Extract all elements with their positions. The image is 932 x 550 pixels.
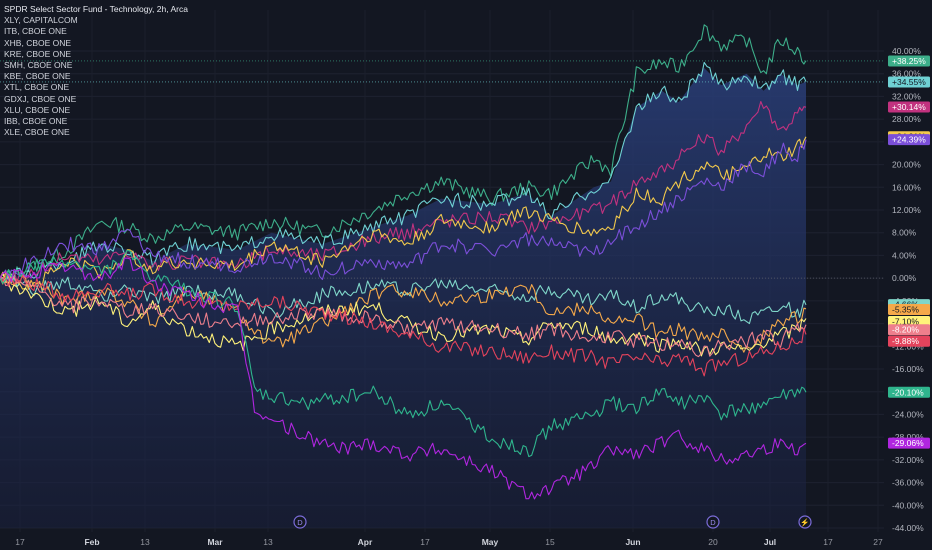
x-tick-label: Mar bbox=[207, 537, 223, 547]
x-tick-label: May bbox=[482, 537, 499, 547]
y-tick-label: -16.00% bbox=[892, 364, 924, 374]
chart-title: SPDR Select Sector Fund - Technology, 2h… bbox=[4, 4, 188, 14]
series-line bbox=[0, 100, 807, 283]
y-tick-label: -32.00% bbox=[892, 455, 924, 465]
legend-item[interactable]: KRE, CBOE ONE bbox=[4, 48, 72, 59]
last-value-label: -7.10% bbox=[892, 316, 919, 326]
legend-item[interactable]: XLE, CBOE ONE bbox=[4, 127, 70, 138]
last-value-label: +34.55% bbox=[892, 77, 926, 87]
last-value-label: -9.88% bbox=[892, 336, 919, 346]
y-tick-label: 36.00% bbox=[892, 69, 921, 79]
last-value-badge bbox=[888, 386, 930, 398]
x-tick-label: Jul bbox=[764, 537, 776, 547]
last-value-badge bbox=[888, 437, 930, 449]
legend-item[interactable]: IBB, CBOE ONE bbox=[4, 116, 68, 127]
series-line bbox=[0, 249, 807, 458]
event-marker-label: D bbox=[710, 518, 716, 527]
event-marker[interactable]: D bbox=[293, 515, 307, 529]
last-value-label: -8.20% bbox=[892, 325, 919, 335]
x-tick-label: Apr bbox=[358, 537, 373, 547]
y-tick-label: 16.00% bbox=[892, 182, 921, 192]
x-tick-label: Jun bbox=[625, 537, 640, 547]
x-tick-label: 15 bbox=[545, 537, 555, 547]
last-value-badge bbox=[888, 335, 930, 347]
legend-item[interactable]: XTL, CBOE ONE bbox=[4, 82, 70, 93]
last-value-label: +30.14% bbox=[892, 102, 926, 112]
last-value-badge bbox=[888, 76, 930, 88]
y-tick-label: 12.00% bbox=[892, 205, 921, 215]
last-value-label: +24.39% bbox=[892, 135, 926, 145]
event-marker-label: D bbox=[297, 518, 303, 527]
y-axis-panel bbox=[884, 0, 932, 550]
x-tick-label: Feb bbox=[84, 537, 99, 547]
last-value-label: -5.35% bbox=[892, 305, 919, 315]
y-tick-label: 40.00% bbox=[892, 46, 921, 56]
series-line bbox=[0, 257, 807, 500]
event-marker[interactable]: ⚡ bbox=[798, 515, 812, 529]
y-tick-label: -44.00% bbox=[892, 523, 924, 533]
legend-item[interactable]: XLU, CBOE ONE bbox=[4, 104, 71, 115]
y-tick-label: 8.00% bbox=[892, 228, 917, 238]
legend-item[interactable]: ITB, CBOE ONE bbox=[4, 26, 67, 37]
last-value-badge bbox=[888, 55, 930, 67]
x-tick-label: 17 bbox=[823, 537, 833, 547]
y-tick-label: -28.00% bbox=[892, 432, 924, 442]
legend-item[interactable]: GDXJ, CBOE ONE bbox=[4, 93, 77, 104]
last-value-label: +38.25% bbox=[892, 56, 926, 66]
legend-items: XLY, CAPITALCOM ITB, CBOE ONE XHB, CBOE ON… bbox=[4, 15, 188, 138]
y-tick-label: 0.00% bbox=[892, 273, 917, 283]
event-marker[interactable]: D bbox=[706, 515, 720, 529]
series-line bbox=[0, 24, 807, 280]
series-line bbox=[0, 273, 807, 357]
y-tick-label: 28.00% bbox=[892, 114, 921, 124]
series-line bbox=[0, 136, 807, 290]
x-tick-label: 13 bbox=[140, 537, 150, 547]
area-fill bbox=[0, 68, 806, 528]
last-value-badge bbox=[888, 304, 930, 316]
y-tick-label: -24.00% bbox=[892, 409, 924, 419]
last-value-badge bbox=[888, 134, 930, 146]
y-tick-label: 20.00% bbox=[892, 160, 921, 170]
legend-item[interactable]: XHB, CBOE ONE bbox=[4, 37, 72, 48]
series-line bbox=[0, 139, 807, 281]
x-tick-label: 20 bbox=[708, 537, 718, 547]
last-value-label: -20.10% bbox=[892, 387, 924, 397]
event-marker-label: ⚡ bbox=[800, 518, 809, 527]
last-value-badge bbox=[888, 101, 930, 113]
y-tick-label: 4.00% bbox=[892, 250, 917, 260]
y-tick-label: -36.00% bbox=[892, 478, 924, 488]
last-value-label: -29.06% bbox=[892, 438, 924, 448]
legend-item[interactable]: KBE, CBOE ONE bbox=[4, 71, 71, 82]
legend-item[interactable]: SMH, CBOE ONE bbox=[4, 60, 73, 71]
chart-legend: SPDR Select Sector Fund - Technology, 2h… bbox=[4, 4, 188, 138]
x-tick-label: 13 bbox=[263, 537, 273, 547]
series-line bbox=[0, 275, 807, 325]
legend-item[interactable]: XLY, CAPITALCOM bbox=[4, 15, 78, 26]
y-tick-label: -40.00% bbox=[892, 500, 924, 510]
x-tick-label: 17 bbox=[15, 537, 25, 547]
series-line bbox=[0, 271, 807, 353]
x-tick-label: 27 bbox=[873, 537, 883, 547]
x-tick-label: 17 bbox=[420, 537, 430, 547]
series-line bbox=[0, 61, 807, 283]
series-line bbox=[0, 275, 807, 377]
y-tick-label: 32.00% bbox=[892, 91, 921, 101]
last-value-badge bbox=[888, 324, 930, 336]
